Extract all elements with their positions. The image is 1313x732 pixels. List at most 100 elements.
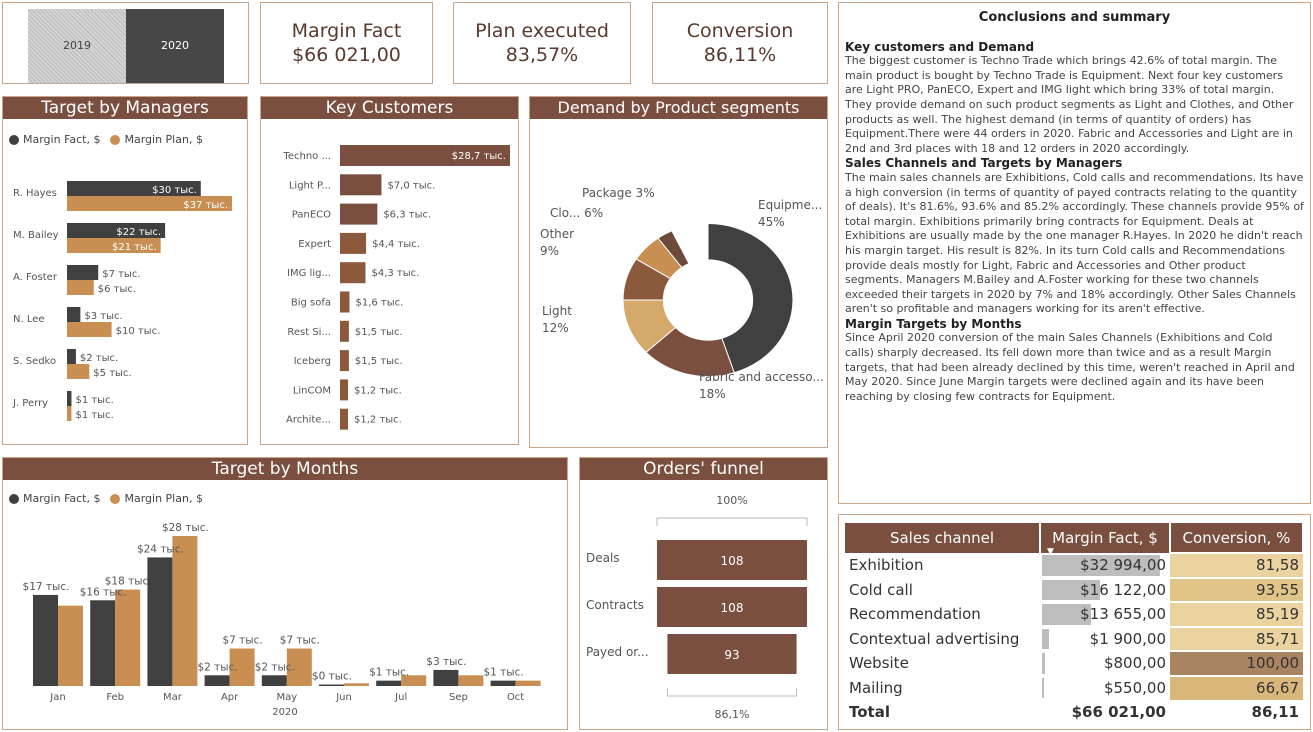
month-plan-bar[interactable] (229, 648, 255, 687)
funnel-stage-bar[interactable] (657, 540, 807, 580)
manager-plan-bar[interactable] (67, 196, 232, 211)
month-plan-bar[interactable] (458, 675, 484, 686)
manager-name-label: N. Lee (13, 314, 45, 325)
margin-cell: $800,00 (1040, 651, 1170, 676)
manager-fact-bar[interactable] (67, 223, 166, 238)
manager-fact-bar[interactable] (67, 265, 99, 280)
margin-databar (1042, 555, 1160, 576)
customer-bar[interactable] (340, 232, 367, 254)
customer-value-label: $4,3 тыс. (371, 268, 419, 279)
column-header[interactable]: Margin Fact, $ ▼ (1040, 523, 1171, 557)
manager-plan-label: $1 тыс. (75, 410, 113, 421)
month-plan-bar[interactable] (286, 648, 312, 687)
kpi-plan-executed: Plan executed 83,57% (453, 2, 631, 84)
manager-plan-bar[interactable] (67, 322, 112, 337)
table-row[interactable]: Contextual advertising $1 900,00 85,71 (845, 625, 1303, 652)
column-header[interactable]: Sales channel (845, 523, 1041, 553)
channel-cell: Mailing (849, 678, 903, 697)
funnel-chart: 100% 108 Deals 108 Contracts 93 Payed or... 86,… (586, 494, 808, 721)
margin-cell: $1 900,00 (1040, 627, 1170, 652)
customer-bar[interactable] (340, 320, 349, 342)
month-fact-bar[interactable] (33, 594, 58, 686)
segment-label: Package 3% (582, 186, 655, 200)
conversion-cell: 85,19 (1170, 601, 1303, 627)
manager-fact-label: $30 тыс. (152, 185, 197, 196)
customer-value-label: $1,5 тыс. (355, 356, 403, 367)
month-fact-label: $24 тыс. (137, 543, 184, 555)
table-row[interactable]: Exhibition $32 994,00 81,58 (845, 552, 1303, 578)
customer-bar[interactable] (340, 145, 510, 166)
month-plan-bar[interactable] (115, 589, 141, 686)
funnel-stage-bar[interactable] (667, 634, 797, 674)
summary-title: Conclusions and summary (978, 10, 1171, 25)
segment-pct-label: 18% (699, 387, 726, 401)
month-fact-bar[interactable] (490, 680, 516, 686)
summary-paragraph: The biggest customer is Techno Trade whi… (845, 54, 1294, 155)
legend: Margin Fact, $ Margin Plan, $ (9, 133, 203, 146)
segment-slice[interactable] (707, 223, 794, 374)
month-plan-bar[interactable] (344, 683, 369, 686)
month-fact-bar[interactable] (90, 600, 116, 686)
margin-value: $32 994,00 (1080, 556, 1166, 575)
manager-name-label: S. Sedko (13, 356, 56, 367)
segment-label: Clo... 6% (550, 206, 603, 220)
segments-panel: Demand by Product segments Equipme... 45%… (529, 96, 828, 448)
margin-value: $16 122,00 (1080, 580, 1166, 599)
month-fact-bar[interactable] (376, 680, 402, 686)
month-fact-bar[interactable] (147, 557, 173, 686)
table-row[interactable]: Cold call $16 122,00 93,55 (845, 576, 1303, 602)
column-header[interactable]: Conversion, % (1170, 523, 1304, 553)
margin-value: $800,00 (1103, 654, 1166, 673)
customer-value-label: $7,0 тыс. (387, 180, 435, 191)
total-margin: $66 021,00 (1071, 703, 1166, 722)
month-fact-bar[interactable] (319, 684, 344, 687)
segment-pct-label: 9% (540, 244, 559, 258)
table-row[interactable]: Mailing $550,00 66,67 (845, 674, 1303, 700)
legend-fact-swatch (9, 493, 19, 504)
sales-channel-table: Sales channel Margin Fact, $ ▼ Conversion… (845, 523, 1304, 725)
month-fact-bar[interactable] (261, 675, 287, 686)
manager-fact-bar[interactable] (67, 349, 76, 364)
summary-panel: Conclusions and summary Key customers an… (838, 2, 1311, 504)
manager-fact-bar[interactable] (67, 307, 81, 322)
customer-bar[interactable] (340, 408, 348, 430)
customer-bar[interactable] (340, 174, 382, 196)
month-plan-bar[interactable] (172, 536, 198, 686)
manager-name-label: A. Foster (13, 272, 58, 283)
funnel-stage-label: Deals (586, 551, 620, 565)
manager-plan-bar[interactable] (67, 238, 161, 253)
kpi-margin-fact: Margin Fact $66 021,00 (260, 2, 433, 84)
manager-plan-bar[interactable] (67, 406, 72, 421)
customer-bar[interactable] (340, 291, 350, 313)
manager-plan-label: $10 тыс. (116, 326, 161, 337)
month-tick-label: Feb (106, 692, 124, 703)
month-fact-label: $3 тыс. (426, 656, 466, 668)
segment-pct-label: 12% (542, 321, 569, 335)
year-2019-button[interactable]: 2019 (28, 9, 126, 83)
manager-plan-bar[interactable] (67, 364, 90, 379)
year-2020-button[interactable]: 2020 (126, 9, 224, 83)
customers-chart: Techno ... $28,7 тыс. Light P... $7,0 тыс. P… (282, 145, 510, 430)
year-slicer: 2019 2020 (2, 2, 249, 84)
month-fact-bar[interactable] (204, 675, 230, 686)
manager-plan-bar[interactable] (67, 280, 94, 295)
funnel-stage-bar[interactable] (657, 587, 807, 627)
customer-bar[interactable] (340, 262, 366, 284)
month-plan-bar[interactable] (515, 680, 541, 686)
segment-slice[interactable] (657, 230, 690, 269)
manager-fact-bar[interactable] (67, 181, 201, 196)
month-plan-bar[interactable] (401, 675, 427, 686)
table-row[interactable]: Website $800,00 100,00 (845, 650, 1303, 676)
manager-fact-bar[interactable] (67, 391, 72, 406)
manager-fact-label: $1 тыс. (75, 395, 113, 406)
month-fact-bar[interactable] (433, 669, 459, 686)
month-plan-bar[interactable] (58, 605, 83, 686)
summary-heading: Key customers and Demand (845, 39, 1035, 54)
customer-bar[interactable] (340, 203, 378, 225)
margin-cell: $32 994,00 (1040, 553, 1170, 578)
sort-desc-icon: ▼ (1047, 547, 1054, 557)
customer-bar[interactable] (340, 379, 348, 401)
table-row[interactable]: Recommendation $13 655,00 85,19 (845, 601, 1303, 627)
month-plan-label: $28 тыс. (162, 522, 209, 534)
customer-bar[interactable] (340, 350, 349, 372)
